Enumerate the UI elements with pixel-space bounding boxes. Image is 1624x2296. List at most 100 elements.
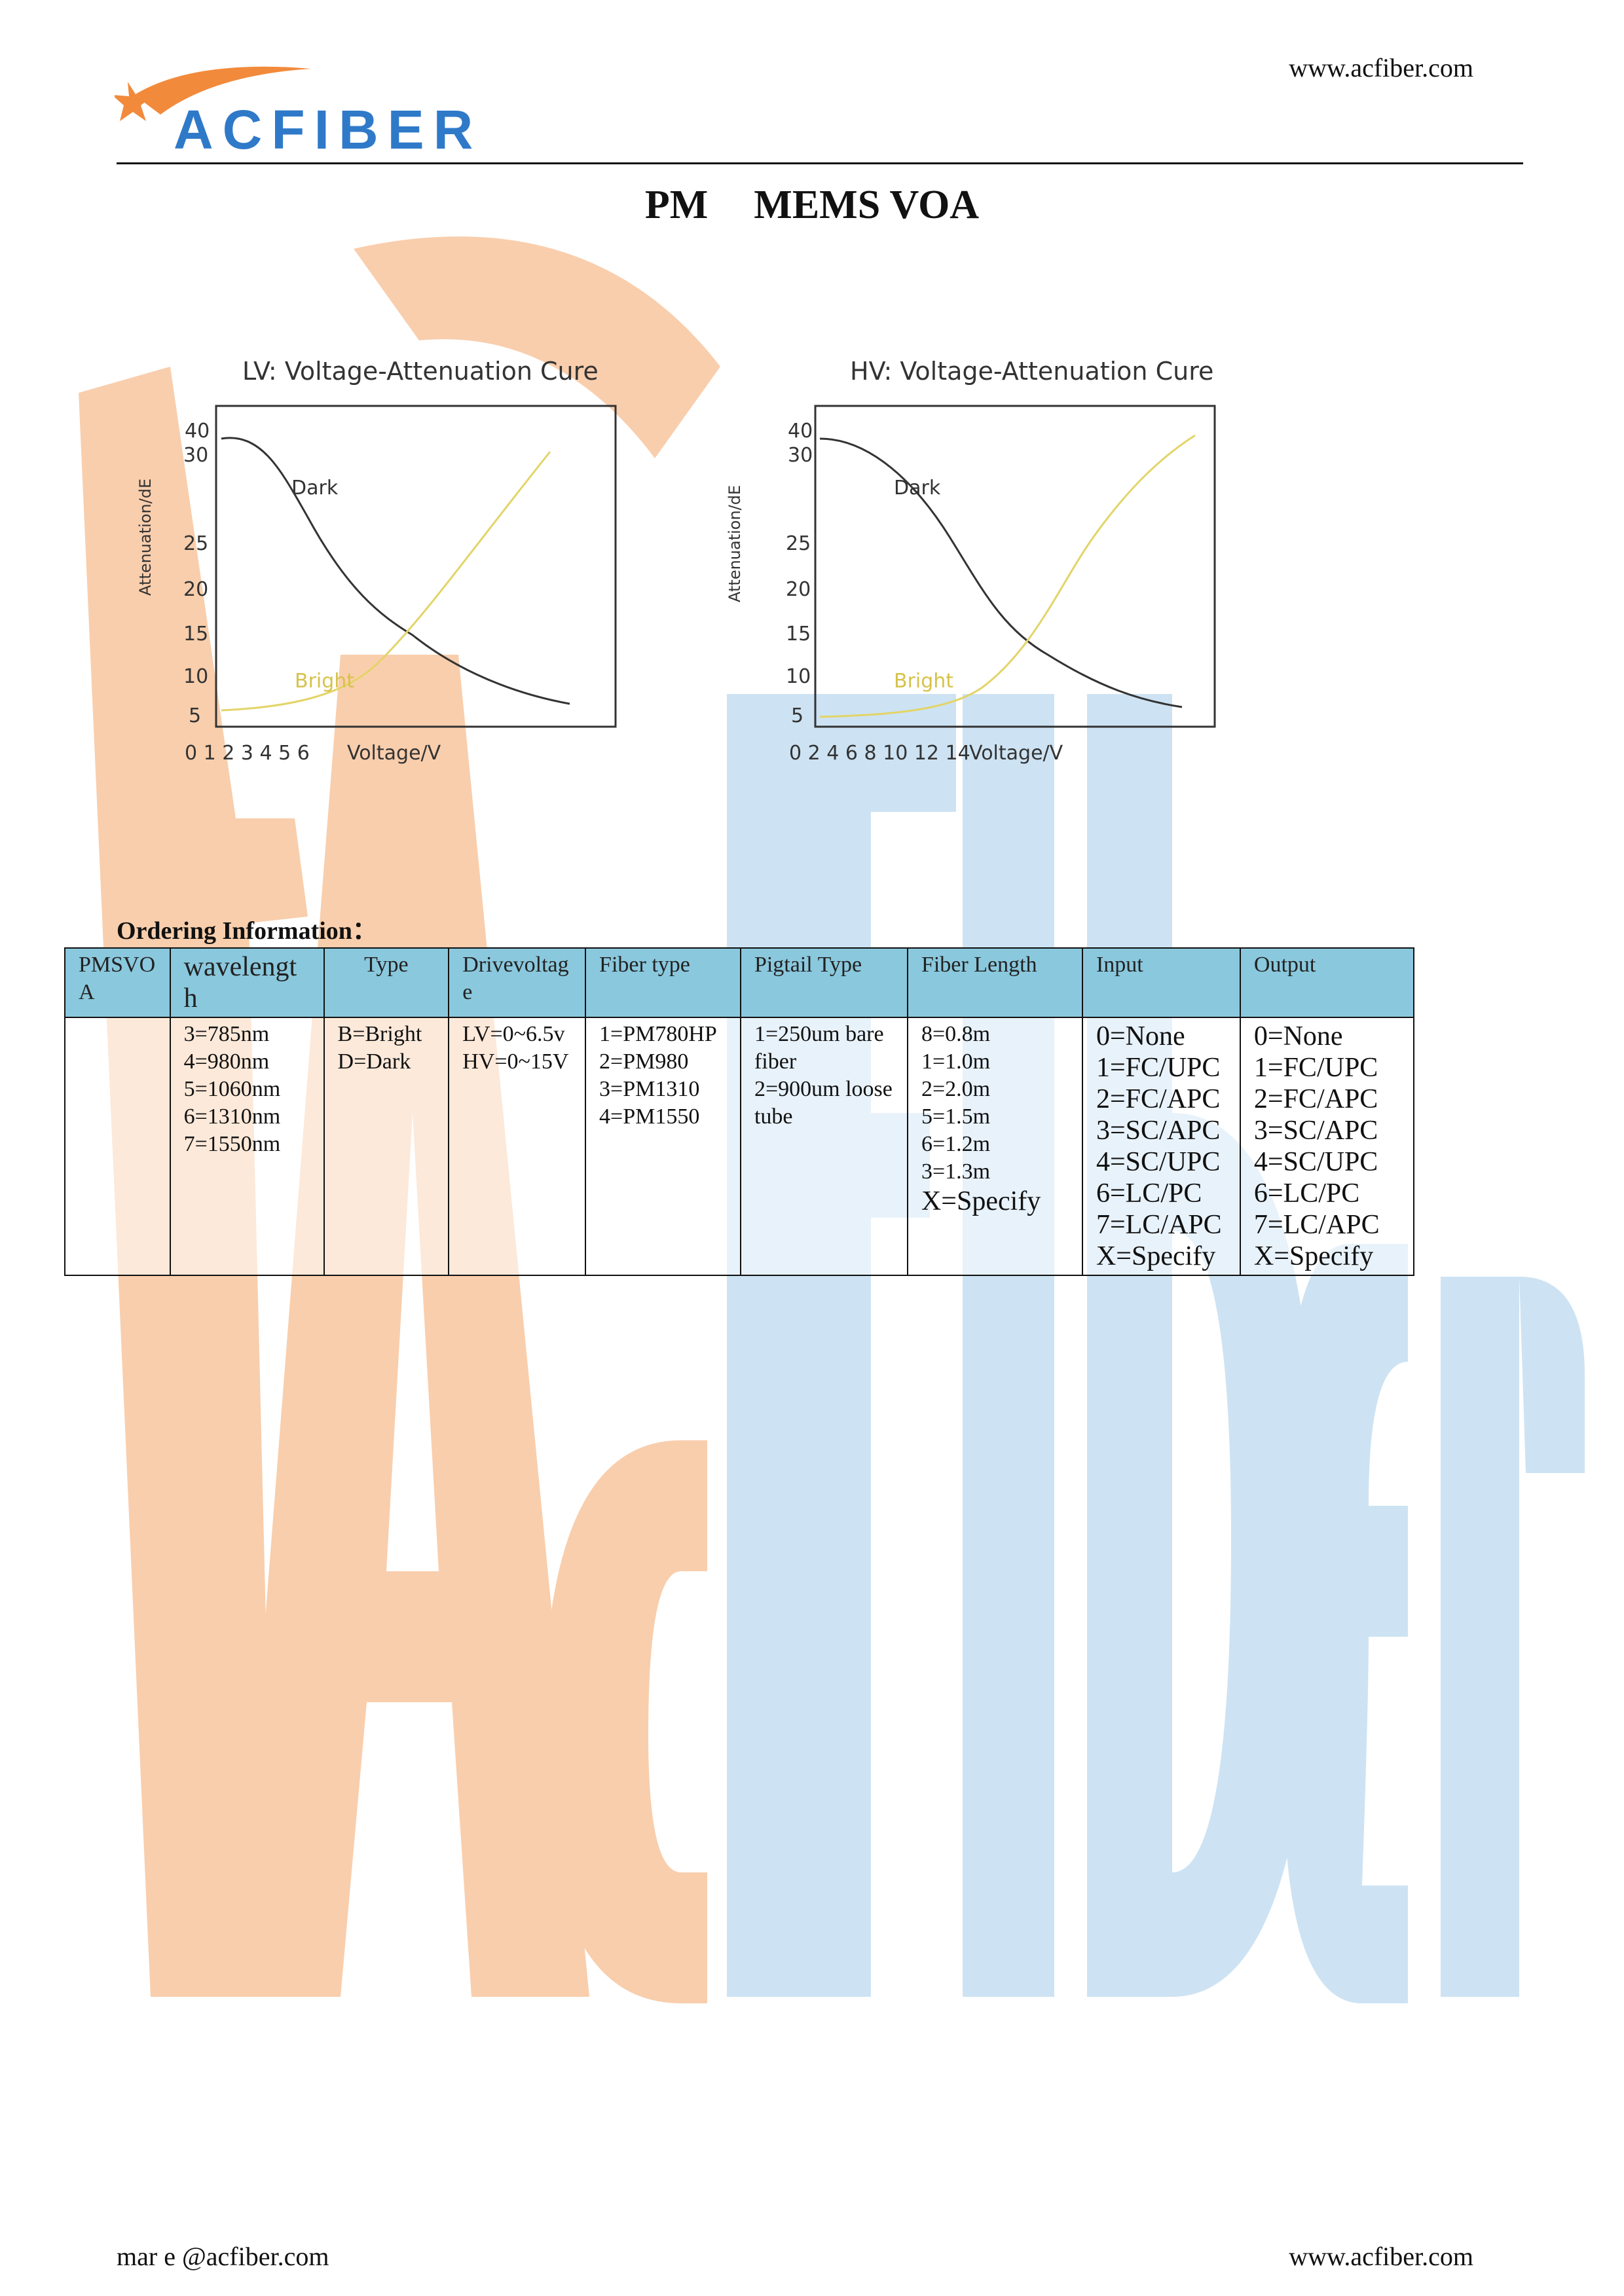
footer-email[interactable]: mar e @acfiber.com: [117, 2242, 329, 2271]
option-item: 2=FC/APC: [1096, 1084, 1221, 1114]
hv-voltage-attenuation-chart: HV: Voltage-Attenuation Cure Attenuation…: [720, 354, 1218, 799]
option-item: 4=PM1550: [599, 1104, 700, 1129]
chart-x-axis-label: Voltage/V: [969, 742, 1063, 765]
option-item: 3=SC/APC: [1096, 1116, 1221, 1146]
y-tick-label: 5: [189, 704, 201, 727]
chart-y-axis-label: Attenuation/dE: [136, 479, 155, 596]
y-tick-label: 25: [786, 532, 811, 555]
option-item: 3=SC/APC: [1253, 1116, 1378, 1146]
header-cell: Drivevoltage: [448, 947, 587, 1018]
dark-curve: [819, 437, 1183, 708]
header-cell: Pigtail Type: [739, 947, 908, 1018]
y-tick-label: 40: [185, 420, 210, 443]
header-cell: wavelength: [169, 947, 325, 1018]
output-options: 0=None 1=FC/UPC 2=FC/APC 3=SC/APC 4=SC/U…: [1239, 1017, 1415, 1276]
x-tick-labels: 0 2 4 6 8 10 12 14: [789, 742, 970, 765]
option-item: 8=0.8m: [921, 1022, 991, 1046]
y-ticks: 30 40 25 20 15 10 5: [786, 420, 813, 727]
page-title: PM MEMS VOA: [0, 182, 1624, 228]
option-item: B=Bright: [337, 1022, 422, 1046]
option-item: 0=None: [1253, 1021, 1343, 1051]
option-item: 1=250um bare fiber: [754, 1022, 884, 1074]
option-item: X=Specify: [921, 1186, 1041, 1216]
footer-website[interactable]: www.acfiber.com: [1289, 2242, 1473, 2271]
option-item: 1=FC/UPC: [1096, 1053, 1221, 1083]
fiber-length-options: 8=0.8m 1=1.0m 2=2.0m 5=1.5m 6=1.2m 3=1.3…: [906, 1017, 1083, 1276]
option-item: 1=1.0m: [921, 1049, 991, 1074]
header-cell: Type: [323, 947, 450, 1018]
pigtail-type-options: 1=250um bare fiber 2=900um loose tube: [739, 1017, 908, 1276]
option-item: HV=0~15V: [462, 1049, 569, 1074]
header-cell: Input: [1081, 947, 1241, 1018]
option-item: 3=785nm: [183, 1022, 270, 1046]
option-item: D=Dark: [337, 1049, 411, 1074]
chart-x-axis-label: Voltage/V: [347, 742, 441, 765]
bright-series-label: Bright: [295, 670, 354, 693]
option-item: 3=1.3m: [921, 1159, 991, 1184]
header-cell: Output: [1239, 947, 1415, 1018]
options-cell-empty: [64, 1017, 171, 1276]
lv-chart-svg: LV: Voltage-Attenuation Cure Attenuation…: [136, 357, 617, 765]
logo-wordmark: ACFIBER: [174, 99, 483, 160]
header-website[interactable]: www.acfiber.com: [1289, 53, 1473, 82]
ordering-options-row: 3=785nm 4=980nm 5=1060nm 6=1310nm 7=1550…: [64, 1017, 1415, 1276]
option-item: 7=LC/APC: [1253, 1210, 1380, 1240]
option-item: 2=FC/APC: [1253, 1084, 1378, 1114]
title-prefix: PM: [644, 183, 709, 227]
option-item: 5=1.5m: [921, 1104, 991, 1129]
option-item: 1=PM780HP: [599, 1022, 717, 1046]
option-item: 2=PM980: [599, 1049, 689, 1074]
header-cell: Fiber Length: [906, 947, 1083, 1018]
y-ticks: 30 40 25 20 15 10 5: [183, 420, 210, 727]
type-options: B=Bright D=Dark: [323, 1017, 450, 1276]
y-tick-label: 30: [788, 444, 813, 467]
chart-y-axis-label: Attenuation/dE: [726, 485, 744, 602]
y-tick-label: 20: [786, 578, 811, 601]
header-cell: Fiber type: [585, 947, 741, 1018]
option-item: 3=PM1310: [599, 1077, 700, 1101]
x-tick-labels: 0 1 2 3 4 5 6: [185, 742, 310, 765]
option-item: LV=0~6.5v: [462, 1022, 565, 1046]
ordering-information-heading: Ordering Information：: [117, 917, 377, 945]
option-item: 1=FC/UPC: [1253, 1053, 1378, 1083]
header-cell: PMSVOA: [64, 947, 171, 1018]
input-options: 0=None 1=FC/UPC 2=FC/APC 3=SC/APC 4=SC/U…: [1081, 1017, 1241, 1276]
bright-curve: [221, 451, 551, 712]
drivevoltage-options: LV=0~6.5v HV=0~15V: [448, 1017, 587, 1276]
chart-title: LV: Voltage-Attenuation Cure: [242, 357, 599, 386]
option-item: 5=1060nm: [183, 1077, 281, 1101]
option-item: 7=LC/APC: [1096, 1210, 1222, 1240]
y-tick-label: 5: [791, 704, 803, 727]
fiber-type-options: 1=PM780HP 2=PM980 3=PM1310 4=PM1550: [585, 1017, 741, 1276]
option-item: 4=980nm: [183, 1049, 270, 1074]
chart-title: HV: Voltage-Attenuation Cure: [850, 357, 1213, 386]
wavelength-options: 3=785nm 4=980nm 5=1060nm 6=1310nm 7=1550…: [169, 1017, 325, 1276]
dark-series-label: Dark: [291, 477, 339, 500]
plot-frame: [215, 405, 617, 728]
option-item: 4=SC/UPC: [1096, 1147, 1221, 1177]
acfiber-logo: ACFIBER: [112, 56, 473, 160]
y-tick-label: 25: [183, 532, 208, 555]
y-tick-label: 15: [183, 623, 208, 646]
lv-voltage-attenuation-chart: LV: Voltage-Attenuation Cure Attenuation…: [131, 354, 629, 799]
dark-curve: [221, 437, 570, 705]
option-item: 2=900um loose tube: [754, 1077, 893, 1129]
option-item: X=Specify: [1253, 1241, 1374, 1271]
option-item: 4=SC/UPC: [1253, 1147, 1378, 1177]
y-tick-label: 15: [786, 623, 811, 646]
ordering-table: PMSVOA wavelength Type Drivevoltage Fibe…: [64, 947, 1415, 1276]
y-tick-label: 40: [788, 420, 813, 443]
option-item: 7=1550nm: [183, 1132, 281, 1156]
bright-series-label: Bright: [894, 670, 953, 693]
option-item: 6=LC/PC: [1096, 1178, 1202, 1209]
ordering-header-row: PMSVOA wavelength Type Drivevoltage Fibe…: [64, 947, 1415, 1018]
title-main: MEMS VOA: [754, 183, 980, 227]
option-item: 6=1310nm: [183, 1104, 281, 1129]
hv-chart-svg: HV: Voltage-Attenuation Cure Attenuation…: [726, 357, 1216, 765]
dark-series-label: Dark: [894, 477, 941, 500]
bright-curve: [819, 434, 1196, 718]
option-item: 6=1.2m: [921, 1132, 991, 1156]
plot-frame: [814, 405, 1216, 728]
option-item: X=Specify: [1096, 1241, 1216, 1271]
option-item: 2=2.0m: [921, 1077, 991, 1101]
